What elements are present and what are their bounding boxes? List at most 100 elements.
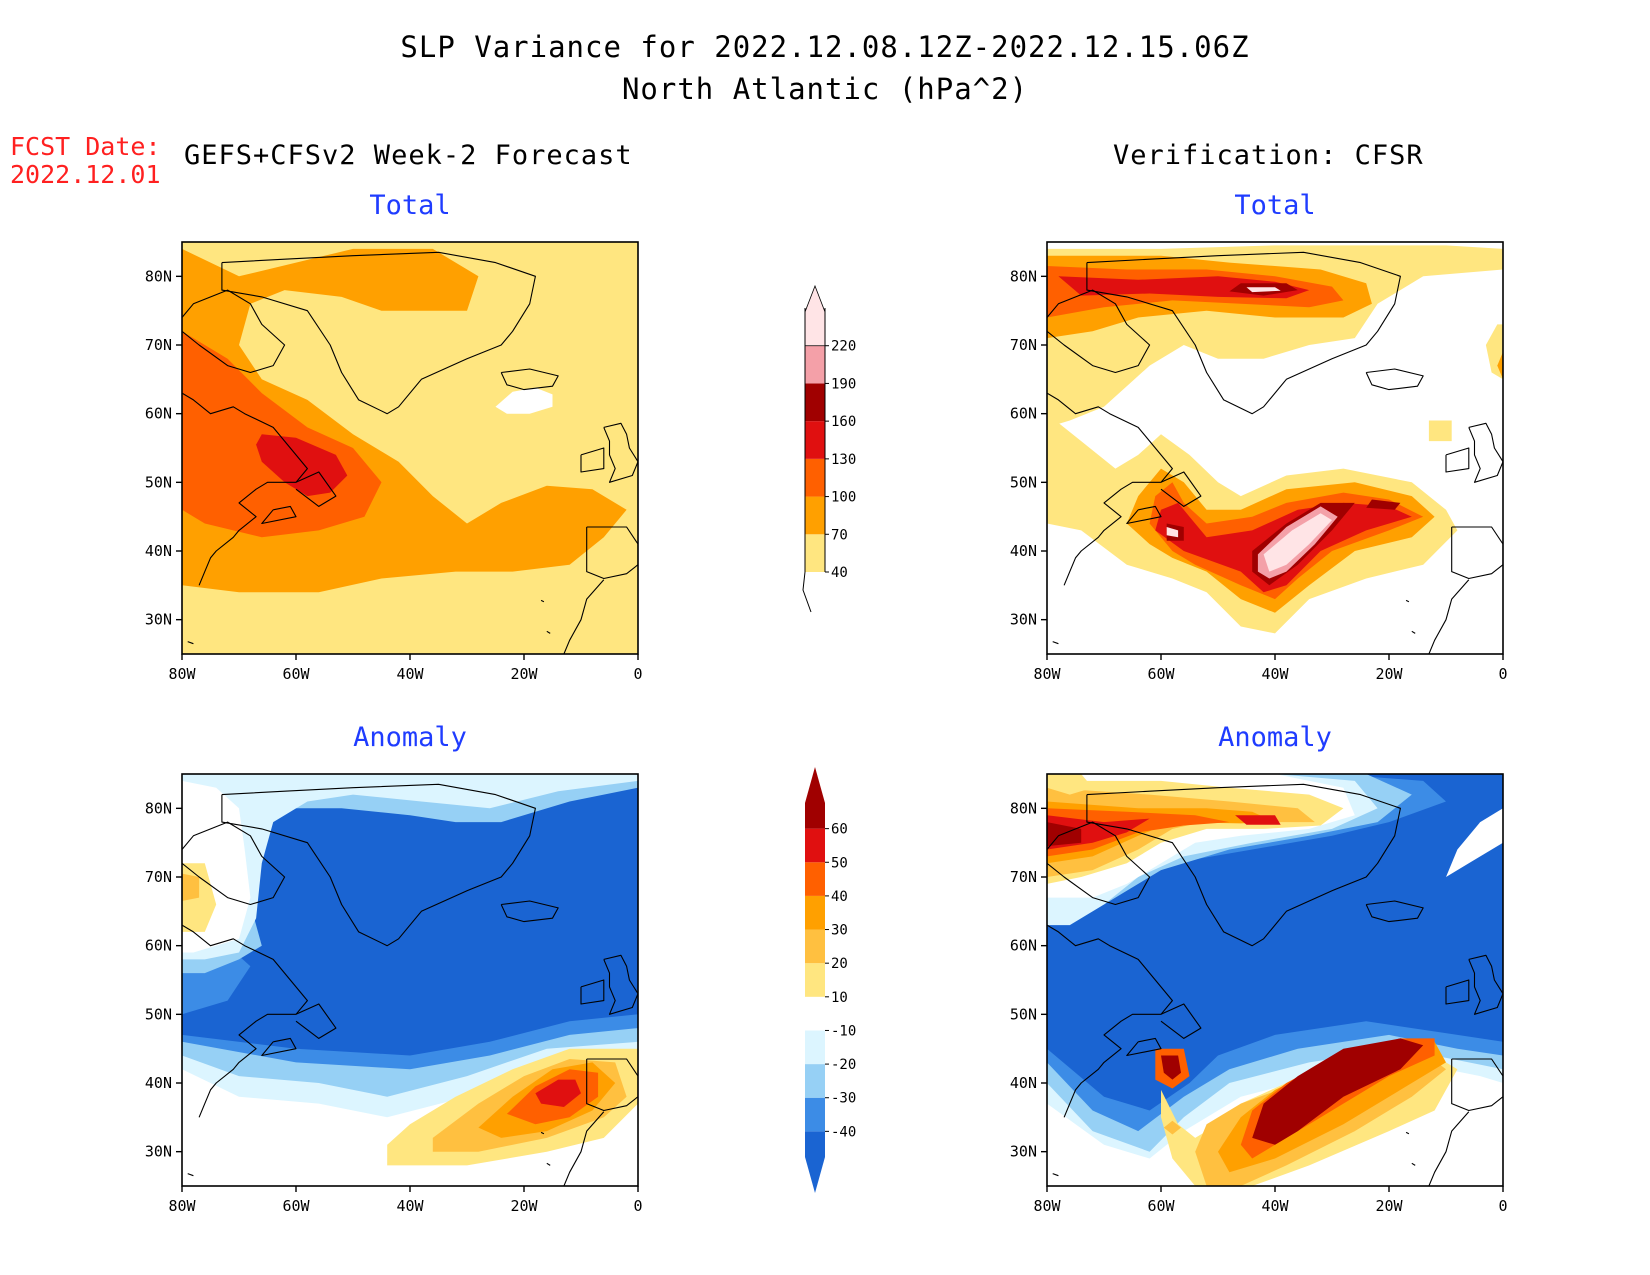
- coastline: [603, 422, 638, 483]
- y-tick-label: 60N: [145, 937, 172, 955]
- y-tick-label: 40N: [145, 542, 172, 560]
- y-tick-label: 80N: [1010, 267, 1037, 285]
- forecast-date-label: FCST Date:: [10, 132, 161, 161]
- coastline: [540, 599, 545, 603]
- forecast-anomaly-title: Anomaly: [353, 722, 467, 753]
- y-tick-label: 40N: [145, 1074, 172, 1092]
- y-tick-label: 60N: [1010, 405, 1037, 423]
- y-tick-label: 30N: [1010, 611, 1037, 629]
- contour-a_60: [1252, 1038, 1424, 1145]
- verification-total-title: Total: [1234, 190, 1316, 221]
- coastline: [563, 579, 605, 654]
- colorbar-swatch: [805, 862, 825, 896]
- coastline: [1411, 1162, 1416, 1166]
- colorbar-tick-label: 20: [831, 956, 848, 972]
- y-tick-label: 40N: [1010, 542, 1037, 560]
- coastline: [1428, 579, 1470, 654]
- colorbar-tick-label: 160: [831, 414, 856, 430]
- contour-a_20: [1163, 1120, 1181, 1135]
- total-colorbar: 40 70 100 130 160 190 220: [802, 284, 856, 613]
- colorbar-tick-label: 50: [831, 855, 848, 871]
- contour-t_220: [1166, 527, 1179, 538]
- coastline: [586, 1058, 638, 1112]
- coastline: [1052, 641, 1059, 645]
- coastline: [1086, 251, 1401, 415]
- y-tick-label: 70N: [145, 868, 172, 886]
- coastline: [1052, 1173, 1059, 1177]
- colorbar-swatch: [805, 383, 825, 422]
- coastline: [603, 954, 638, 1015]
- coastline: [182, 821, 286, 906]
- colorbar-tick-label: -30: [831, 1091, 856, 1107]
- x-tick-label: 20W: [1375, 665, 1403, 683]
- coastline: [546, 630, 551, 634]
- x-tick-label: 0: [633, 665, 642, 683]
- colorbar-swatch: [805, 929, 825, 964]
- colorbar-tick-label: 130: [831, 452, 856, 468]
- coastline: [1086, 783, 1401, 947]
- colorbar-tick-label: 70: [831, 527, 848, 543]
- verification-anomaly-title: Anomaly: [1218, 722, 1332, 753]
- x-tick-label: 20W: [1375, 1197, 1403, 1215]
- colorbar-tick-label: 220: [831, 339, 856, 355]
- contour-fill-group: [1047, 242, 1503, 654]
- coastline: [586, 526, 638, 580]
- coastline: [295, 471, 337, 507]
- figure-title: SLP Variance for 2022.12.08.12Z-2022.12.…: [400, 30, 1250, 64]
- anomaly-colorbar: -40 -30 -20 -10 10 20 30 40 50 60: [805, 767, 856, 1193]
- colorbar-swatch: [805, 828, 825, 863]
- contour-t_70: [1497, 351, 1503, 380]
- coastline: [580, 447, 605, 473]
- colorbar-swatch: [805, 534, 825, 572]
- x-tick-label: 60W: [282, 1197, 310, 1215]
- contour-a_10: [1047, 774, 1093, 795]
- y-tick-label: 70N: [1010, 868, 1037, 886]
- colorbar-swatch: [805, 458, 825, 497]
- y-tick-label: 40N: [1010, 1074, 1037, 1092]
- contour-t_40: [1428, 420, 1452, 442]
- coastline: [1160, 471, 1202, 507]
- coastline: [1445, 979, 1470, 1005]
- colorbar-tick-label: -10: [831, 1023, 856, 1039]
- coastline: [221, 251, 536, 415]
- forecast-total-title: Total: [369, 190, 451, 221]
- coastline: [1411, 630, 1416, 634]
- contour-fill-group: [1047, 774, 1503, 1186]
- coastline: [1468, 422, 1503, 483]
- coastline: [1047, 924, 1173, 1118]
- x-tick-label: 40W: [396, 665, 424, 683]
- coastline: [1047, 392, 1173, 586]
- x-tick-label: 20W: [510, 665, 538, 683]
- colorbar-swatch: [805, 345, 825, 384]
- contour-t_lt40: [495, 387, 553, 414]
- y-tick-label: 70N: [145, 336, 172, 354]
- coastline: [1445, 447, 1470, 473]
- forecast-anomaly-map: 80W 60W 40W 20W 0 30N 40N 50N 60N 70N 80N: [145, 773, 643, 1215]
- colorbar-tick-label: 190: [831, 376, 856, 392]
- right-column-title: Verification: CFSR: [1113, 140, 1424, 171]
- y-tick-label: 30N: [145, 611, 172, 629]
- coastline: [295, 1003, 337, 1039]
- contour-t_160: [1366, 499, 1401, 510]
- coastline: [187, 1173, 194, 1177]
- x-tick-label: 80W: [168, 665, 196, 683]
- colorbar-tick-label: 10: [831, 990, 848, 1006]
- coastline: [1160, 1003, 1202, 1039]
- x-tick-label: 0: [633, 1197, 642, 1215]
- colorbar-tick-label: -40: [831, 1124, 856, 1140]
- contour-a_zero: [1446, 808, 1503, 877]
- x-tick-label: 60W: [282, 665, 310, 683]
- coastline-group: [182, 783, 638, 1186]
- coastline: [500, 900, 559, 923]
- colorbar-tick-label: 100: [831, 490, 856, 506]
- contour-t_220: [1263, 513, 1332, 572]
- x-tick-label: 60W: [1147, 1197, 1175, 1215]
- x-tick-label: 0: [1498, 1197, 1507, 1215]
- contour-a_50: [535, 1079, 581, 1107]
- y-tick-label: 80N: [145, 799, 172, 817]
- contour-fill-group: [182, 242, 638, 654]
- coastline: [1047, 821, 1151, 906]
- y-tick-label: 50N: [1010, 473, 1037, 491]
- coastline: [1365, 900, 1424, 923]
- coastline: [500, 368, 559, 391]
